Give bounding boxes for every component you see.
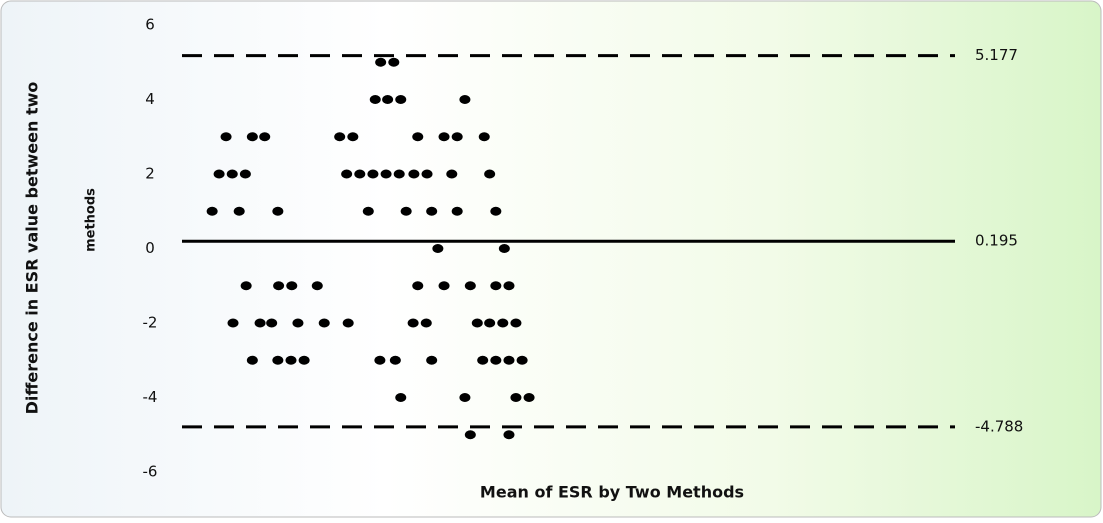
data-point	[395, 393, 407, 402]
data-point	[498, 244, 510, 253]
data-point	[438, 281, 450, 291]
data-point	[477, 355, 489, 365]
data-point	[388, 57, 400, 67]
data-point	[354, 169, 366, 179]
data-point	[503, 430, 515, 440]
data-point	[367, 169, 379, 179]
reference-line-label: 5.177	[975, 46, 1018, 64]
data-point	[369, 95, 381, 104]
data-point	[272, 206, 284, 216]
reference-line-label: 0.195	[975, 232, 1018, 250]
y-tick-label: 4	[145, 90, 155, 108]
data-point	[292, 318, 304, 328]
data-point	[490, 206, 502, 216]
data-point	[266, 318, 278, 328]
data-point	[438, 132, 450, 142]
data-point	[400, 206, 412, 216]
data-point	[503, 281, 515, 291]
data-point	[389, 355, 401, 365]
data-point	[226, 169, 238, 179]
data-point	[382, 95, 394, 104]
data-point	[341, 169, 353, 179]
y-tick-label: 6	[145, 16, 155, 34]
data-point	[298, 355, 310, 365]
y-tick-label: -6	[143, 463, 158, 481]
data-point	[459, 95, 471, 104]
data-point	[393, 169, 405, 179]
data-point	[246, 355, 258, 365]
data-point	[233, 206, 245, 216]
data-point	[446, 169, 458, 179]
data-point	[239, 169, 251, 179]
data-point	[395, 95, 407, 104]
data-point	[362, 206, 374, 216]
data-point	[420, 318, 432, 328]
data-point	[523, 393, 535, 402]
data-point	[421, 169, 433, 179]
data-point	[347, 132, 359, 142]
data-point	[206, 206, 218, 216]
data-point	[246, 132, 258, 142]
data-point	[407, 318, 419, 328]
data-point	[412, 281, 424, 291]
data-point	[478, 132, 490, 142]
y-tick-label: 2	[145, 165, 155, 183]
y-tick-label: -2	[143, 314, 158, 332]
data-point	[254, 318, 266, 328]
y-axis-label: Difference in ESR value between two	[23, 82, 42, 415]
data-point	[240, 281, 252, 291]
data-point	[273, 281, 285, 291]
y-axis-label: methods	[84, 188, 99, 252]
data-point	[412, 132, 424, 142]
data-point	[227, 318, 239, 328]
data-point	[220, 132, 232, 142]
data-point	[342, 318, 354, 328]
data-point	[286, 281, 298, 291]
data-point	[375, 57, 387, 67]
data-point	[510, 393, 522, 402]
data-point	[464, 430, 476, 440]
data-point	[259, 132, 271, 142]
data-point	[510, 318, 522, 328]
data-point	[497, 318, 509, 328]
data-point	[490, 281, 502, 291]
x-axis-label: Mean of ESR by Two Methods	[480, 483, 744, 502]
data-point	[471, 318, 483, 328]
data-point	[213, 169, 225, 179]
data-point	[408, 169, 420, 179]
data-point	[380, 169, 392, 179]
data-point	[285, 355, 297, 365]
data-point	[459, 393, 471, 402]
data-point	[503, 355, 515, 365]
data-point	[451, 132, 463, 142]
data-point	[451, 206, 463, 216]
y-tick-label: 0	[145, 239, 155, 257]
data-point	[374, 355, 386, 365]
data-point	[432, 244, 444, 253]
data-point	[311, 281, 323, 291]
data-point	[484, 318, 496, 328]
data-point	[464, 281, 476, 291]
data-point	[334, 132, 346, 142]
data-point	[272, 355, 284, 365]
y-tick-label: -4	[143, 388, 158, 406]
data-point	[490, 355, 502, 365]
reference-line-label: -4.788	[975, 417, 1023, 435]
data-point	[426, 206, 438, 216]
data-point	[516, 355, 528, 365]
data-point	[426, 355, 438, 365]
data-point	[484, 169, 496, 179]
data-point	[318, 318, 330, 328]
